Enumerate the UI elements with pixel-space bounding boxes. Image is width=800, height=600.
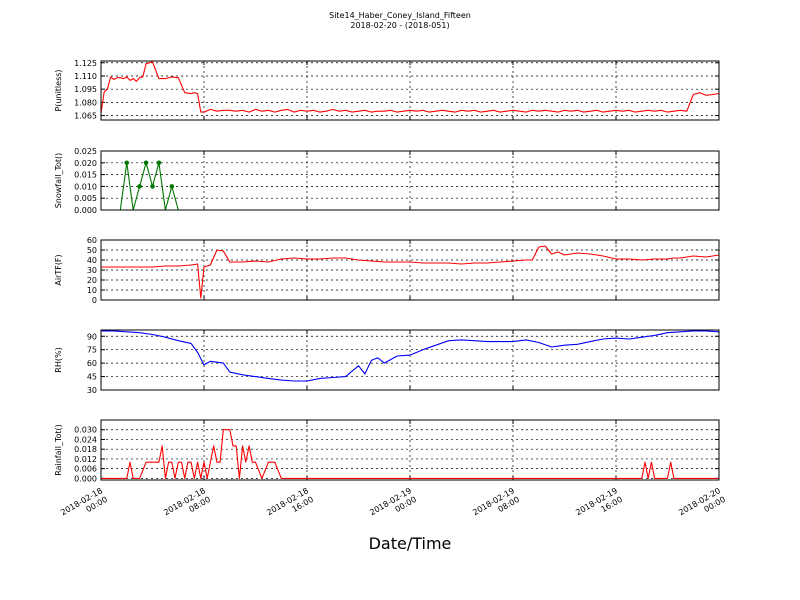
data-point [169,184,175,189]
y-tick-label: 1.095 [74,85,97,94]
y-tick-label: 0 [92,296,97,305]
axes-frame [100,150,720,211]
y-axis-label: Snowfall_Tot() [54,153,63,209]
y-tick-label: 0.012 [74,455,97,464]
axes-frame [100,239,720,301]
y-tick-label: 0.005 [74,194,97,203]
data-point [156,160,162,166]
series-line [101,330,720,382]
axes-frame [100,419,720,481]
y-axis-label: P(unitless) [54,69,63,111]
y-tick-label: 0.006 [74,465,97,474]
y-tick-label: 40 [87,256,97,265]
y-tick-label: 1.125 [74,59,97,68]
y-tick-label: 10 [87,286,97,295]
data-point [124,160,130,166]
chart-subtitle: 2018-02-20 - (2018-051) [350,21,450,30]
y-tick-label: 45 [87,373,97,382]
y-tick-label: 50 [87,246,97,255]
panel-1: 1.065 1.080 1.095 1.110 1.125 P(unitless) [54,59,720,121]
panel-4: 30 45 60 75 90 RH(%) [54,329,720,395]
y-tick-label: 0.025 [74,147,97,156]
y-tick-label: 0.000 [74,206,97,215]
y-axis-label: RH(%) [54,347,63,372]
chart-title: Site14_Haber_Coney_Island_Fifteen [329,11,471,20]
y-tick-label: 1.065 [74,112,97,121]
y-tick-label: 20 [87,276,97,285]
y-tick-label: 0.018 [74,445,97,454]
data-point [143,160,149,166]
y-axis-label: Rainfall_Tot() [54,424,63,476]
data-point [150,184,155,189]
series-line [101,245,720,299]
y-tick-label: 0.015 [74,171,97,180]
y-tick-label: 90 [87,332,97,341]
series-line [100,61,720,114]
series-line [101,429,719,479]
data-point [137,184,142,189]
axes-frame [100,329,720,391]
y-tick-label: 0.024 [74,435,97,444]
y-tick-label: 0.020 [74,159,97,168]
y-tick-label: 30 [87,266,97,275]
y-tick-label: 30 [87,386,97,395]
axes-frame [100,60,720,121]
y-tick-label: 60 [87,359,97,368]
y-tick-label: 60 [87,236,97,245]
y-tick-label: 75 [87,346,97,355]
y-tick-label: 1.110 [74,72,97,81]
panel-2: 0.000 0.005 0.010 0.015 0.020 0.025 Snowfall_T… [54,147,720,215]
y-tick-label: 0.030 [74,426,97,435]
y-tick-label: 0.000 [74,474,97,483]
y-tick-label: 0.010 [74,182,97,191]
x-axis-title: Date/Time [368,534,452,553]
y-tick-label: 1.080 [74,98,97,107]
y-axis-label: AirTF(F) [54,254,63,285]
